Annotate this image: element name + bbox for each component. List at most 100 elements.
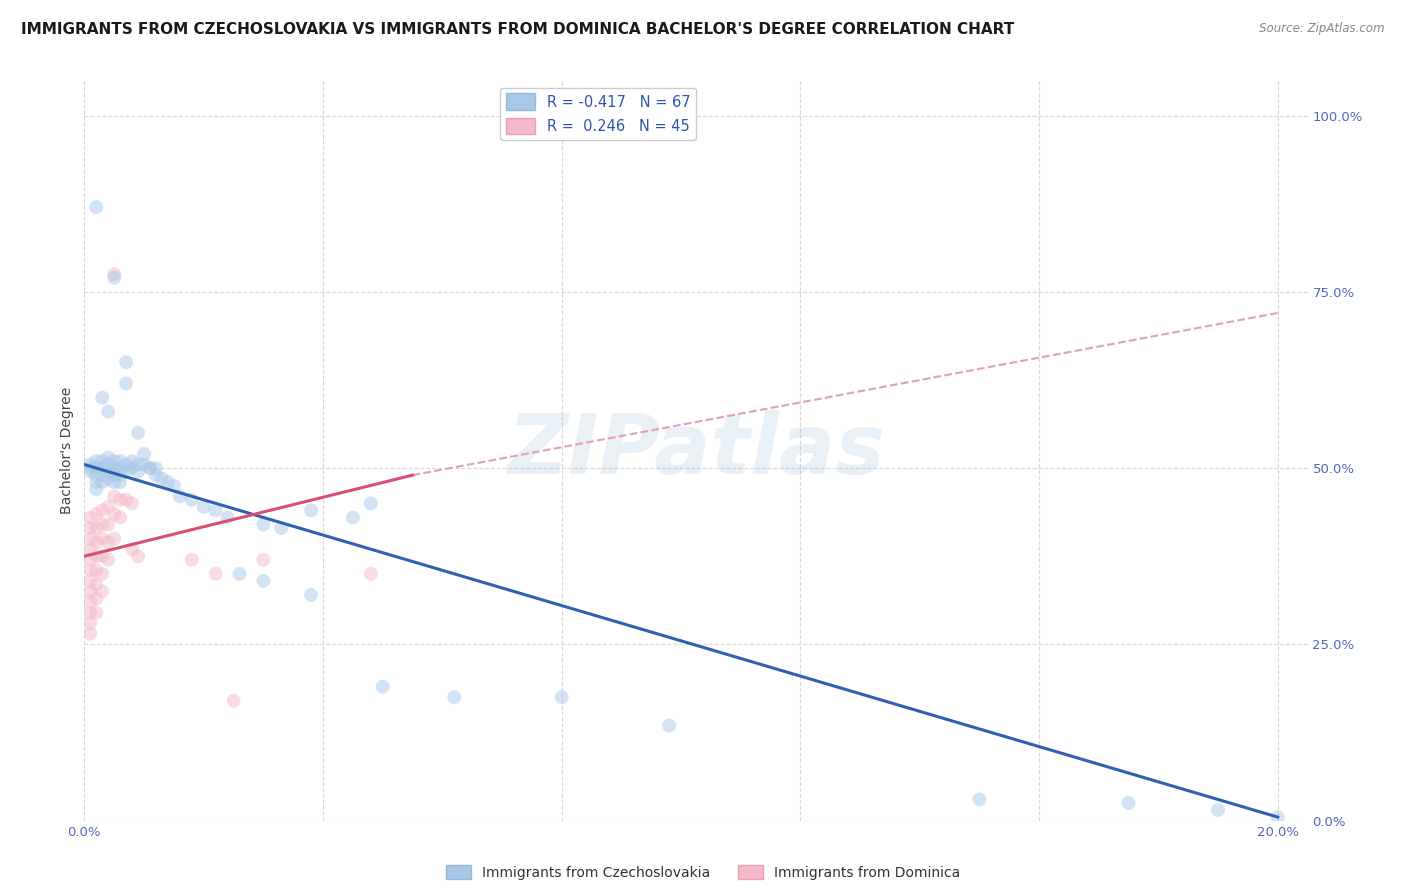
Point — [97, 472, 120, 486]
Text: ZIPatlas: ZIPatlas — [508, 410, 884, 491]
Point — [91, 503, 114, 517]
Point — [127, 549, 149, 564]
Point — [79, 465, 101, 479]
Point — [103, 454, 125, 468]
Point — [84, 549, 107, 564]
Point — [150, 472, 173, 486]
Point — [79, 461, 101, 475]
Point — [360, 566, 382, 581]
Point — [222, 694, 245, 708]
Y-axis label: Bachelor's Degree: Bachelor's Degree — [60, 387, 75, 514]
Point — [97, 553, 120, 567]
Point — [79, 616, 101, 631]
Point — [1206, 803, 1229, 817]
Point — [115, 492, 138, 507]
Point — [217, 510, 239, 524]
Point — [84, 468, 107, 483]
Point — [342, 510, 364, 524]
Point — [969, 792, 991, 806]
Point — [252, 553, 274, 567]
Point — [84, 535, 107, 549]
Point — [91, 391, 114, 405]
Point — [228, 566, 250, 581]
Point — [79, 574, 101, 588]
Point — [108, 454, 131, 468]
Point — [127, 465, 149, 479]
Point — [108, 475, 131, 490]
Point — [270, 521, 292, 535]
Point — [91, 549, 114, 564]
Point — [84, 606, 107, 620]
Point — [84, 200, 107, 214]
Point — [91, 517, 114, 532]
Point — [108, 461, 131, 475]
Point — [252, 517, 274, 532]
Point — [97, 465, 120, 479]
Point — [1118, 796, 1140, 810]
Point — [169, 489, 191, 503]
Point — [443, 690, 465, 705]
Point — [139, 461, 162, 475]
Text: Source: ZipAtlas.com: Source: ZipAtlas.com — [1260, 22, 1385, 36]
Point — [79, 542, 101, 557]
Point — [103, 489, 125, 503]
Point — [132, 447, 155, 461]
Point — [115, 458, 138, 472]
Point — [84, 507, 107, 521]
Point — [299, 588, 322, 602]
Point — [91, 475, 114, 490]
Point — [84, 521, 107, 535]
Point — [84, 461, 107, 475]
Point — [84, 577, 107, 591]
Point — [121, 461, 143, 475]
Point — [97, 517, 120, 532]
Point — [204, 503, 226, 517]
Point — [180, 492, 202, 507]
Point — [103, 270, 125, 285]
Point — [360, 496, 382, 510]
Point — [658, 718, 681, 732]
Point — [91, 461, 114, 475]
Point — [79, 532, 101, 546]
Point — [84, 454, 107, 468]
Point — [145, 461, 167, 475]
Point — [163, 479, 186, 493]
Point — [121, 454, 143, 468]
Point — [180, 553, 202, 567]
Point — [97, 535, 120, 549]
Text: IMMIGRANTS FROM CZECHOSLOVAKIA VS IMMIGRANTS FROM DOMINICA BACHELOR'S DEGREE COR: IMMIGRANTS FROM CZECHOSLOVAKIA VS IMMIGR… — [21, 22, 1014, 37]
Point — [127, 458, 149, 472]
Point — [97, 450, 120, 465]
Point — [193, 500, 215, 514]
Point — [97, 405, 120, 419]
Point — [91, 454, 114, 468]
Point — [79, 553, 101, 567]
Point — [91, 566, 114, 581]
Point — [84, 482, 107, 496]
Point — [121, 542, 143, 557]
Point — [91, 584, 114, 599]
Point — [103, 507, 125, 521]
Point — [551, 690, 574, 705]
Point — [84, 563, 107, 577]
Point — [103, 475, 125, 490]
Point — [103, 468, 125, 483]
Point — [145, 468, 167, 483]
Point — [103, 461, 125, 475]
Point — [132, 458, 155, 472]
Point — [79, 521, 101, 535]
Point — [97, 458, 120, 472]
Point — [115, 465, 138, 479]
Point — [79, 510, 101, 524]
Point — [79, 458, 101, 472]
Point — [1267, 810, 1289, 824]
Point — [299, 503, 322, 517]
Legend: Immigrants from Czechoslovakia, Immigrants from Dominica: Immigrants from Czechoslovakia, Immigran… — [440, 859, 966, 885]
Point — [79, 584, 101, 599]
Legend: R = -0.417   N = 67, R =  0.246   N = 45: R = -0.417 N = 67, R = 0.246 N = 45 — [501, 87, 696, 140]
Point — [79, 563, 101, 577]
Point — [108, 492, 131, 507]
Point — [371, 680, 394, 694]
Point — [139, 461, 162, 475]
Point — [97, 500, 120, 514]
